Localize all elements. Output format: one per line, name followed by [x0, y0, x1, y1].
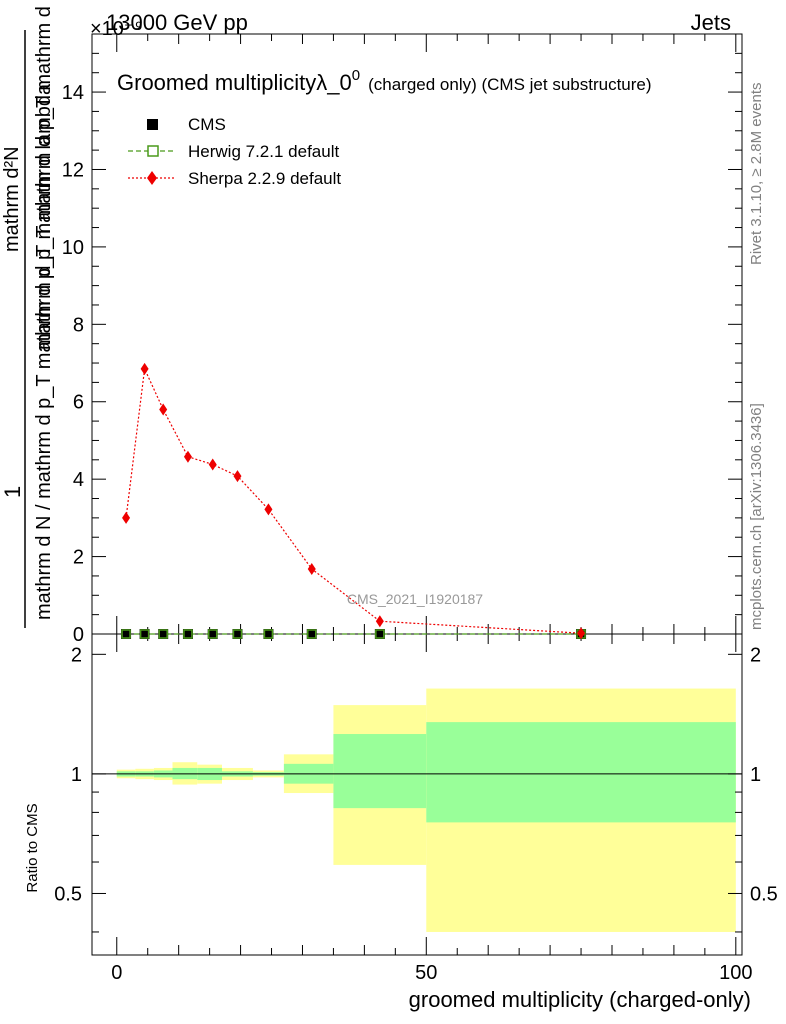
cms-data-point: [139, 629, 150, 639]
ratio-tick-label-right: 0.5: [750, 883, 778, 905]
herwig-data-point: [183, 629, 193, 639]
y-label-numerator: mathrm d²N: [1, 146, 23, 252]
main-y-axis-label: mathrm d N / mathrm d p_T mathrm d p_T m…: [0, 0, 55, 628]
herwig-data-point: [263, 629, 274, 639]
sherpa-data-point: [122, 511, 131, 524]
sherpa-data-point: [183, 450, 192, 463]
x-axis-label: groomed multiplicity (charged-only): [409, 987, 751, 1012]
herwig-data-point: [375, 629, 385, 639]
sherpa-data-point: [140, 362, 149, 375]
herwig-data-point: [307, 629, 317, 639]
cms-data-point: [207, 629, 218, 639]
mcplots-source-label: mcplots.cern.ch [arXiv:1306.3436]: [748, 403, 765, 630]
x-tick-label: 50: [415, 962, 437, 984]
legend-entry-label: Sherpa 2.2.9 default: [188, 169, 341, 188]
sherpa-data-point: [233, 470, 242, 483]
cms-data-point: [182, 629, 193, 639]
rivet-version-label: Rivet 3.1.10, ≥ 2.8M events: [748, 83, 765, 266]
ratio-inner-band: [333, 734, 427, 809]
y-tick-label: 6: [73, 392, 84, 414]
ratio-tick-label-right: 2: [750, 644, 761, 666]
ratio-tick-label-left: 0.5: [54, 883, 82, 905]
y-tick-label: 12: [62, 159, 84, 181]
legend-entry-label: CMS: [188, 115, 226, 134]
chart-title-suffix: (charged only) (CMS jet substructure): [368, 75, 651, 94]
ratio-inner-band: [426, 722, 736, 823]
sherpa-data-point: [159, 403, 168, 416]
y-tick-label: 2: [73, 547, 84, 569]
x-tick-label: 100: [719, 962, 752, 984]
main-y-axis: 0 2 4 6 8 10 12 14: [62, 33, 742, 646]
ratio-tick-label-right: 1: [750, 764, 761, 786]
cms-data-point: [158, 629, 169, 639]
ratio-y-axis-label: Ratio to CMS: [24, 803, 41, 892]
y-label-middle: mathrm d p_T mathrm d p_T mathrm d lambd…: [33, 0, 55, 350]
header-energy-label: 13000 GeV pp: [106, 10, 248, 35]
ratio-tick-label-left: 2: [71, 644, 82, 666]
analysis-watermark: CMS_2021_I1920187: [347, 591, 483, 607]
chart-title-superscript: 0: [352, 67, 360, 84]
legend-herwig-marker: [147, 145, 159, 157]
legend-sherpa-marker: [147, 171, 157, 185]
cms-data-point: [374, 629, 385, 639]
herwig-data-point: [121, 629, 131, 639]
herwig-data-point: [207, 629, 218, 639]
cms-data-point: [232, 629, 243, 639]
sherpa-data-point: [307, 562, 316, 575]
y-exponent-label: ×10⁻⁹: [90, 18, 143, 40]
cms-data-point: [263, 629, 274, 639]
legend: CMS Herwig 7.2.1 default Sherpa 2.2.9 defa…: [128, 115, 341, 188]
sherpa-series-line: [125, 366, 582, 634]
chart-title: Groomed multiplicityλ_00 (charged only) (…: [117, 67, 652, 95]
legend-cms-marker: [147, 119, 158, 130]
y-tick-label: 14: [62, 82, 84, 104]
y-tick-label: 10: [62, 237, 84, 259]
x-axis: 0 50 100: [111, 34, 752, 984]
y-label-denominator: mathrm d N / mathrm d p_T mathrm d p_T m…: [33, 83, 55, 620]
herwig-data-point: [139, 629, 150, 639]
ratio-y-axis: 0.5 0.5 1 1 2 2: [54, 644, 778, 933]
sherpa-data-point: [375, 615, 384, 628]
y-tick-label: 4: [73, 469, 84, 491]
sherpa-data-point: [208, 458, 217, 471]
header-jets-label: Jets: [691, 10, 731, 35]
herwig-data-point: [158, 629, 168, 639]
y-label-one: 1: [0, 486, 25, 498]
x-tick-label: 0: [111, 962, 122, 984]
ratio-bands: [116, 688, 736, 932]
cms-data-point: [306, 629, 317, 639]
sherpa-data-point: [577, 627, 586, 640]
ratio-tick-label-left: 1: [71, 764, 82, 786]
sherpa-data-point: [264, 503, 273, 516]
chart-title-main: Groomed multiplicityλ_0: [117, 70, 352, 95]
y-tick-label: 8: [73, 314, 84, 336]
herwig-data-point: [232, 629, 243, 639]
cms-data-point: [121, 629, 132, 639]
y-tick-label: 0: [73, 624, 84, 646]
legend-entry-label: Herwig 7.2.1 default: [188, 142, 339, 161]
